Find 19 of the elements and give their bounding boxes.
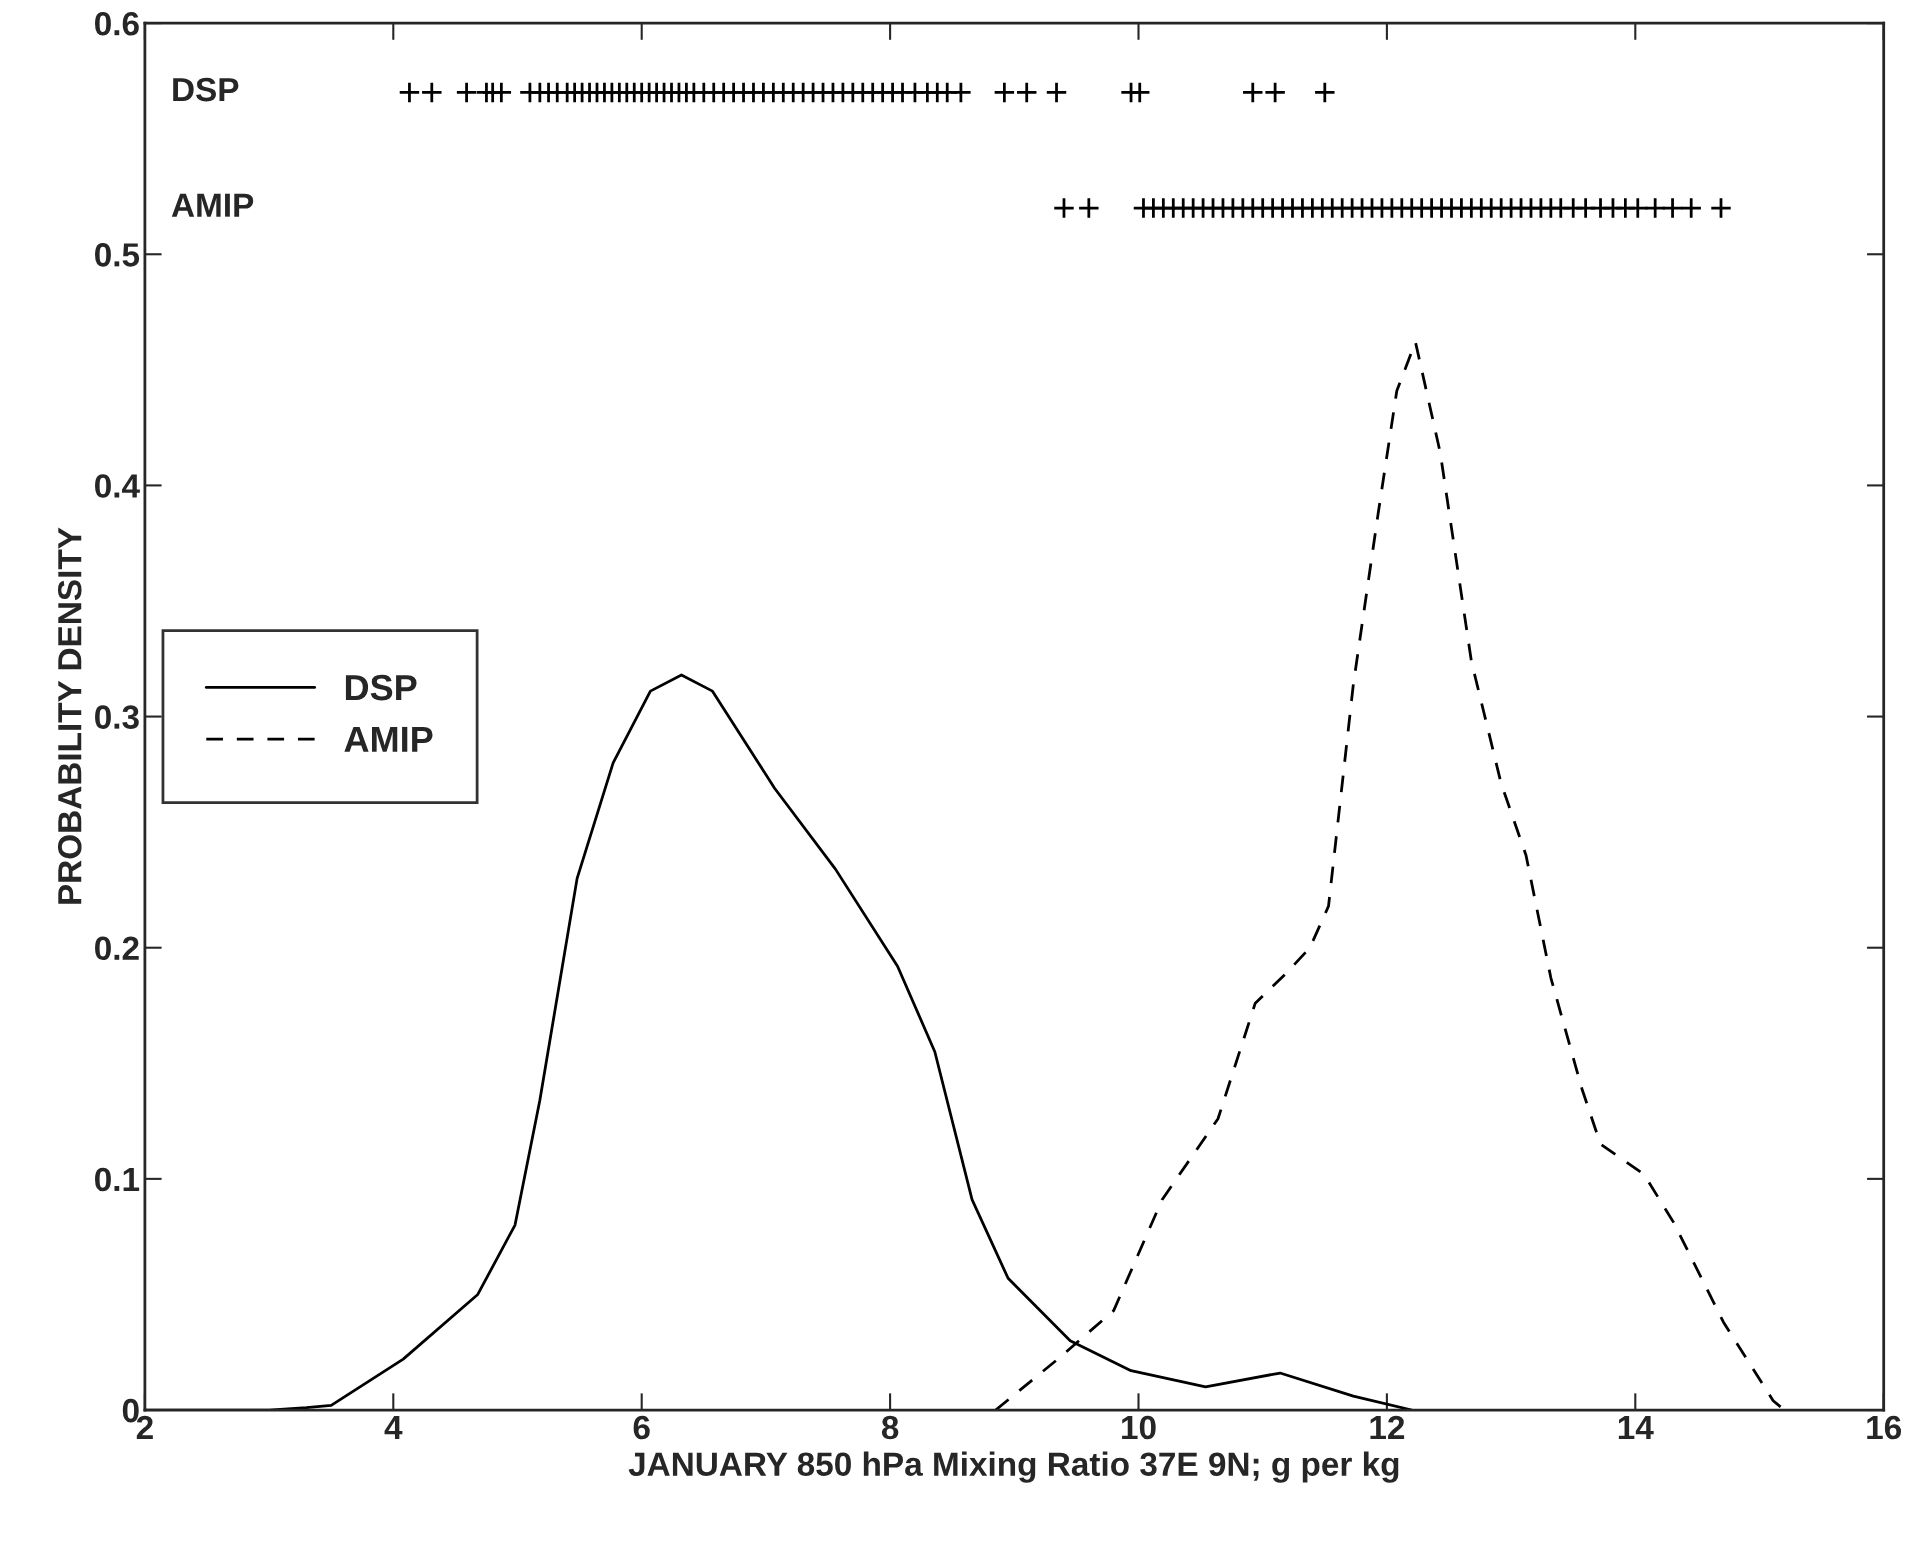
x-axis-title: JANUARY 850 hPa Mixing Ratio 37E 9N; g per kg <box>628 1451 1399 1483</box>
y-tick-label: 0.4 <box>95 474 140 498</box>
y-tick-label: 0.2 <box>95 936 139 961</box>
x-tick-label: 16 <box>1867 1415 1902 1440</box>
y-axis-title: PROBABILITY DENSITY <box>57 527 82 904</box>
legend-label: DSP <box>345 674 417 701</box>
x-tick-label: 6 <box>633 1415 650 1440</box>
x-tick-label: 10 <box>1122 1415 1156 1440</box>
annotation: AMIP <box>171 193 254 217</box>
x-tick-label: 4 <box>384 1416 403 1440</box>
legend-label: AMIP <box>344 726 433 752</box>
annotation: DSP <box>173 77 239 102</box>
y-tick-label: 0.5 <box>95 243 140 267</box>
x-tick-label: 12 <box>1370 1415 1405 1440</box>
y-tick-label: 0.1 <box>95 1167 140 1192</box>
x-tick-label: 8 <box>881 1415 899 1440</box>
y-tick-label: 0.3 <box>95 705 139 730</box>
x-tick-label: 14 <box>1618 1416 1654 1440</box>
y-tick-label: 0.6 <box>95 11 139 36</box>
